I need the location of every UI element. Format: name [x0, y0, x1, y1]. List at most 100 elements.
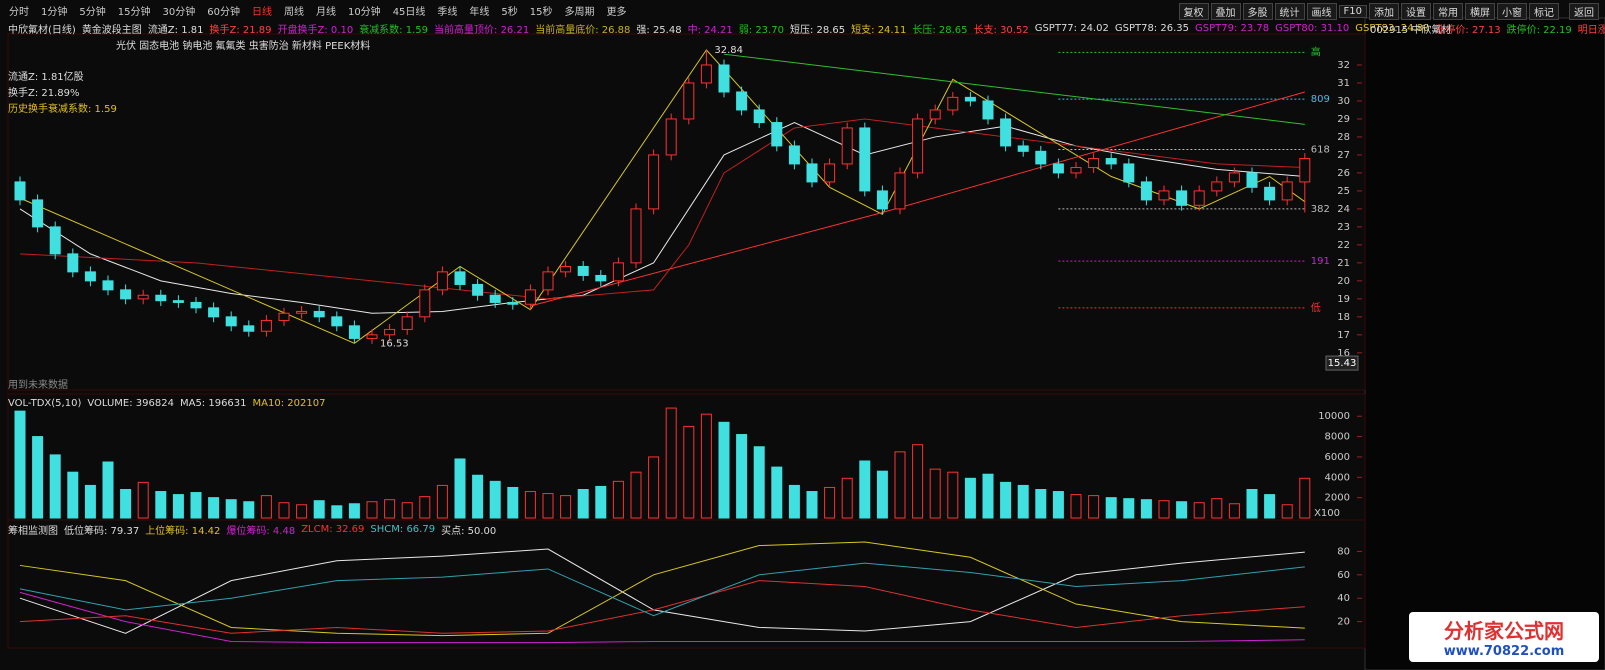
period-tab[interactable]: 5秒 — [501, 6, 518, 18]
candle-body — [1228, 172, 1240, 183]
period-tab[interactable]: 更多 — [606, 6, 627, 18]
candle-body — [1246, 172, 1258, 188]
candle-body — [595, 274, 607, 282]
back-button[interactable]: 返回 — [1569, 3, 1599, 20]
candle-body — [1017, 145, 1029, 152]
candle-body — [753, 109, 765, 124]
y-tick-label: 29 — [1337, 114, 1350, 125]
level-label: 高 — [1311, 45, 1321, 58]
candle-body — [700, 64, 712, 84]
indicator-item: 当前高量底价: 26.88 — [535, 25, 631, 36]
candle-body — [1140, 181, 1152, 201]
period-tab[interactable]: 日线 — [251, 6, 272, 18]
candle-body — [718, 64, 730, 93]
level-label: 809 — [1311, 94, 1330, 105]
toolbar-button[interactable]: 多股 — [1242, 3, 1273, 20]
y-tick-label: 30 — [1337, 96, 1350, 107]
candle-body — [736, 91, 748, 111]
period-tab[interactable]: 月线 — [315, 6, 336, 18]
y-tick-label: 10000 — [1318, 411, 1350, 422]
volume-bar — [1088, 495, 1100, 519]
candle-body — [612, 262, 624, 282]
candle-body — [1123, 163, 1135, 183]
indicator-item: GSPT83: 24.80 — [1355, 23, 1430, 34]
period-tab[interactable]: 多周期 — [564, 6, 595, 18]
price-annotation: 32.84 — [714, 45, 743, 56]
toolbar-button[interactable]: 小窗 — [1497, 3, 1527, 20]
volume-bar — [401, 502, 413, 519]
volume-bar — [1193, 502, 1205, 519]
volume-bar — [172, 494, 184, 519]
toolbar-button[interactable]: 常用 — [1433, 3, 1463, 20]
volume-bar — [718, 421, 730, 519]
indicator-item: GSPT77: 24.02 — [1034, 23, 1109, 34]
period-tab[interactable]: 分时 — [9, 6, 29, 18]
volume-unit: X100 — [1314, 508, 1340, 519]
period-tab[interactable]: 1分钟 — [41, 6, 68, 18]
period-tab[interactable]: 周线 — [283, 6, 304, 18]
period-tab[interactable]: 15分钟 — [117, 6, 151, 18]
volume-bar — [507, 486, 519, 519]
candle-body — [788, 145, 800, 165]
candle-body — [648, 154, 660, 210]
indicator-header-item: 爆位筹码: 4.48 — [226, 526, 296, 537]
level-label: 382 — [1311, 204, 1330, 215]
y-tick-label: 18 — [1337, 312, 1350, 323]
candle-body — [806, 163, 818, 183]
y-tick-label: 60 — [1337, 570, 1350, 581]
volume-header-item: MA5: 196631 — [179, 398, 247, 409]
volume-bar — [841, 477, 853, 519]
price-annotation: 16.53 — [380, 338, 409, 349]
y-tick-label: 2000 — [1325, 493, 1350, 504]
toolbar-button[interactable]: 画线 — [1306, 3, 1337, 20]
last-price-box — [1325, 355, 1359, 371]
volume-bar — [982, 473, 994, 519]
period-tab[interactable]: 年线 — [469, 6, 490, 18]
last-price: 15.43 — [1328, 358, 1357, 369]
volume-bar — [243, 501, 255, 519]
volume-bar — [859, 460, 871, 519]
candle-body — [348, 325, 360, 339]
indicator-item: 开盘换手Z: 0.10 — [277, 25, 354, 36]
volume-bar — [208, 497, 220, 519]
candle-body — [577, 265, 589, 276]
toolbar-button[interactable]: 添加 — [1369, 3, 1399, 20]
candle-body — [859, 127, 871, 192]
volume-bar — [876, 470, 888, 519]
volume-bar — [648, 456, 660, 519]
period-tab[interactable]: 45日线 — [392, 6, 426, 18]
toolbar-button[interactable]: F10 — [1338, 5, 1367, 18]
candle-body — [190, 301, 202, 309]
toolbar-button[interactable]: 标记 — [1529, 3, 1559, 20]
toolbar-button[interactable]: 叠加 — [1210, 3, 1241, 20]
candle-body — [331, 316, 343, 327]
period-tab[interactable]: 15秒 — [529, 6, 553, 18]
volume-bar — [612, 480, 624, 519]
y-tick-label: 25 — [1337, 186, 1350, 197]
indicator-item: 长压: 28.65 — [912, 25, 968, 36]
period-tab[interactable]: 30分钟 — [162, 6, 196, 18]
candle-body — [876, 190, 888, 210]
period-tab[interactable]: 5分钟 — [79, 6, 106, 18]
toolbar-buttons: 复权 叠加 多股 统计 画线 F10 添加 设置 常用 横屏 小窗 标记 返回 — [1178, 3, 1599, 20]
candle-body — [1000, 118, 1012, 147]
price-line — [19, 121, 1305, 314]
candle-body — [1193, 190, 1205, 206]
period-tab[interactable]: 10分钟 — [347, 6, 381, 18]
volume-bar — [665, 407, 677, 519]
period-tab[interactable]: 60分钟 — [207, 6, 240, 18]
indicator-header-item: 低位筹码: 79.37 — [64, 526, 140, 537]
candle-body — [964, 96, 976, 102]
toolbar-button[interactable]: 横屏 — [1465, 3, 1495, 20]
toolbar-button[interactable]: 设置 — [1401, 3, 1431, 20]
volume-bar — [67, 471, 79, 519]
candle-body — [260, 319, 272, 332]
toolbar-button[interactable]: 复权 — [1178, 3, 1209, 20]
toolbar-button[interactable]: 统计 — [1274, 3, 1305, 20]
indicator-item: GSPT78: 26.35 — [1114, 23, 1189, 34]
y-tick-label: 6000 — [1325, 452, 1350, 463]
period-tab[interactable]: 季线 — [437, 6, 458, 18]
candle-body — [1211, 181, 1223, 192]
candle-body — [120, 289, 132, 300]
volume-bar — [436, 484, 448, 519]
